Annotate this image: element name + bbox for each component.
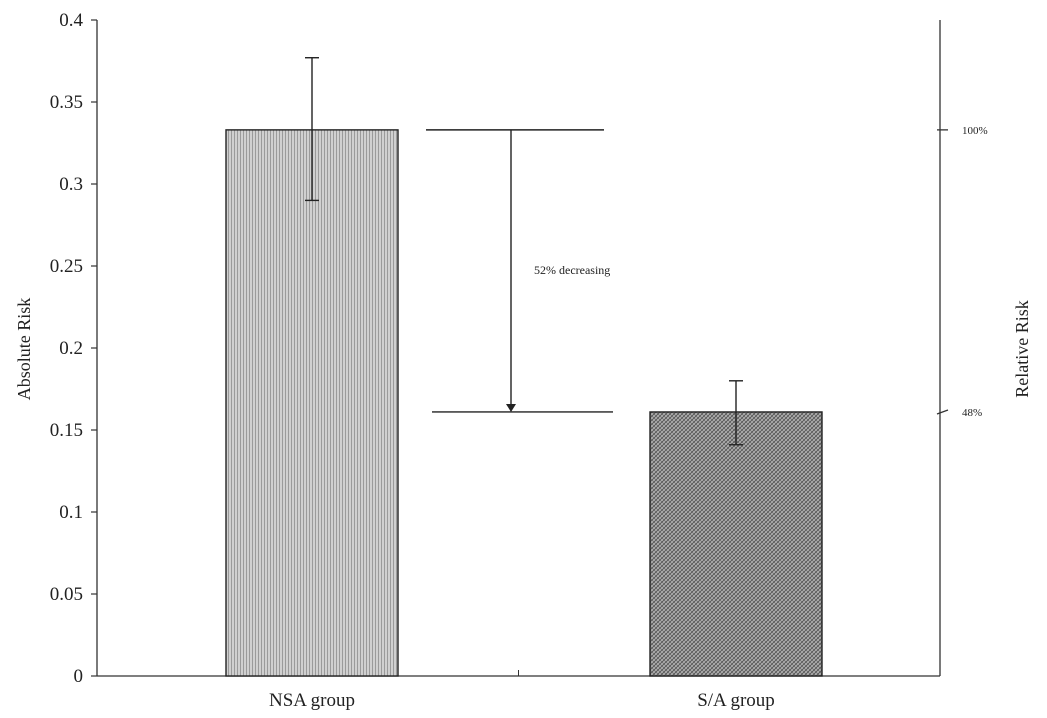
x-category-label: S/A group xyxy=(697,690,775,711)
y-tick-label: 0.2 xyxy=(59,338,83,359)
y-axis-title: Absolute Risk xyxy=(14,298,34,401)
bars: NSA group S/A group xyxy=(225,129,823,711)
annotation: 52% decreasing xyxy=(426,129,613,413)
x-category-label: NSA group xyxy=(269,690,355,711)
y-tick-label: 0.15 xyxy=(50,420,83,441)
y2-tick-label: 100% xyxy=(962,125,988,137)
error-bars xyxy=(305,57,743,446)
y-tick-label: 0.25 xyxy=(50,256,83,277)
y2-tick-label: 48% xyxy=(962,407,982,419)
annotation-label: 52% decreasing xyxy=(534,263,610,277)
bar xyxy=(225,129,399,677)
y-tick-label: 0.4 xyxy=(59,10,83,31)
y-tick-label: 0.05 xyxy=(50,584,83,605)
y-tick-label: 0 xyxy=(74,666,84,687)
annotation-arrow-head xyxy=(506,403,516,412)
axes: 0 0.05 0.1 0.15 0.2 0.25 0.3 0.35 0.4 100% 48% xyxy=(50,10,988,687)
y-tick-label: 0.35 xyxy=(50,92,83,113)
y2-axis-title: Relative Risk xyxy=(1012,300,1032,398)
y-tick-label: 0.1 xyxy=(59,502,83,523)
y-tick-label: 0.3 xyxy=(59,174,83,195)
y2-tick xyxy=(936,409,949,415)
bar xyxy=(649,411,823,677)
